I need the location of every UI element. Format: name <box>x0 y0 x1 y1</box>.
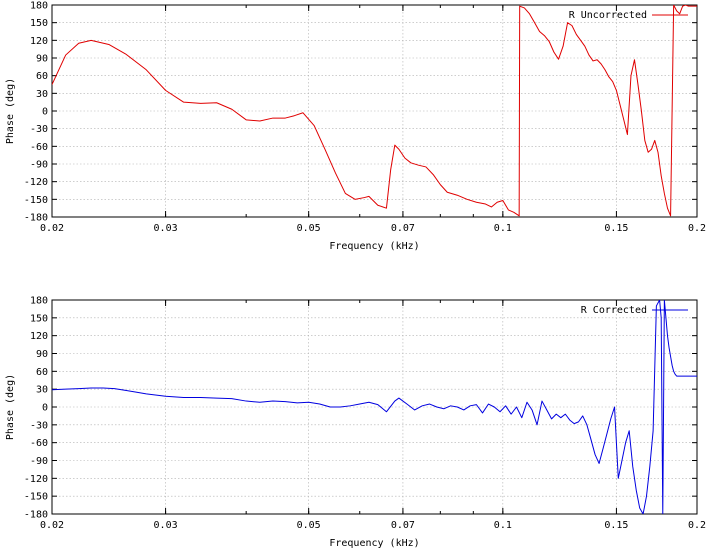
legend-label: R Corrected <box>581 305 647 316</box>
y-tick-label: -150 <box>24 492 48 503</box>
legend-label: R Uncorrected <box>569 10 647 21</box>
y-tick-label: 90 <box>36 54 48 65</box>
y-tick-label: 60 <box>36 367 48 378</box>
y-tick-label: 30 <box>36 89 48 100</box>
x-tick-label: 0.2 <box>688 520 706 531</box>
y-tick-label: -120 <box>24 177 48 188</box>
x-tick-label: 0.07 <box>391 520 415 531</box>
series-line-0 <box>52 5 697 217</box>
series-line-0 <box>52 300 697 514</box>
chart-uncorrected: 1801501209060300-30-60-90-120-150-1800.0… <box>5 1 706 253</box>
y-tick-label: -90 <box>30 456 48 467</box>
y-tick-label: 180 <box>30 296 48 307</box>
x-tick-label: 0.02 <box>40 520 64 531</box>
y-tick-label: 150 <box>30 313 48 324</box>
y-tick-label: -60 <box>30 438 48 449</box>
x-tick-label: 0.2 <box>688 223 706 234</box>
y-tick-label: 180 <box>30 1 48 12</box>
y-tick-label: -30 <box>30 124 48 135</box>
y-tick-label: -30 <box>30 420 48 431</box>
x-tick-label: 0.03 <box>154 520 178 531</box>
x-tick-label: 0.05 <box>297 223 321 234</box>
legend: R Corrected <box>581 305 688 316</box>
x-tick-label: 0.15 <box>604 223 628 234</box>
y-tick-label: -180 <box>24 510 48 521</box>
y-tick-label: 90 <box>36 349 48 360</box>
y-tick-label: 30 <box>36 385 48 396</box>
y-tick-label: 0 <box>42 403 48 414</box>
y-tick-label: 150 <box>30 18 48 29</box>
legend: R Uncorrected <box>569 10 688 21</box>
y-tick-label: -60 <box>30 142 48 153</box>
y-axis-label: Phase (deg) <box>5 78 16 144</box>
x-tick-label: 0.05 <box>297 520 321 531</box>
x-tick-label: 0.15 <box>604 520 628 531</box>
x-tick-label: 0.1 <box>494 520 512 531</box>
x-tick-label: 0.02 <box>40 223 64 234</box>
y-tick-label: -180 <box>24 213 48 224</box>
x-tick-label: 0.07 <box>391 223 415 234</box>
y-tick-label: 120 <box>30 331 48 342</box>
y-tick-label: 120 <box>30 36 48 47</box>
y-tick-label: 60 <box>36 71 48 82</box>
y-tick-label: -150 <box>24 195 48 206</box>
x-tick-label: 0.1 <box>494 223 512 234</box>
chart-corrected: 1801501209060300-30-60-90-120-150-1800.0… <box>5 296 706 550</box>
y-tick-label: -90 <box>30 160 48 171</box>
y-tick-label: -120 <box>24 474 48 485</box>
x-axis-label: Frequency (kHz) <box>329 538 419 549</box>
y-axis-label: Phase (deg) <box>5 374 16 440</box>
x-tick-label: 0.03 <box>154 223 178 234</box>
y-tick-label: 0 <box>42 107 48 118</box>
x-axis-label: Frequency (kHz) <box>329 241 419 252</box>
